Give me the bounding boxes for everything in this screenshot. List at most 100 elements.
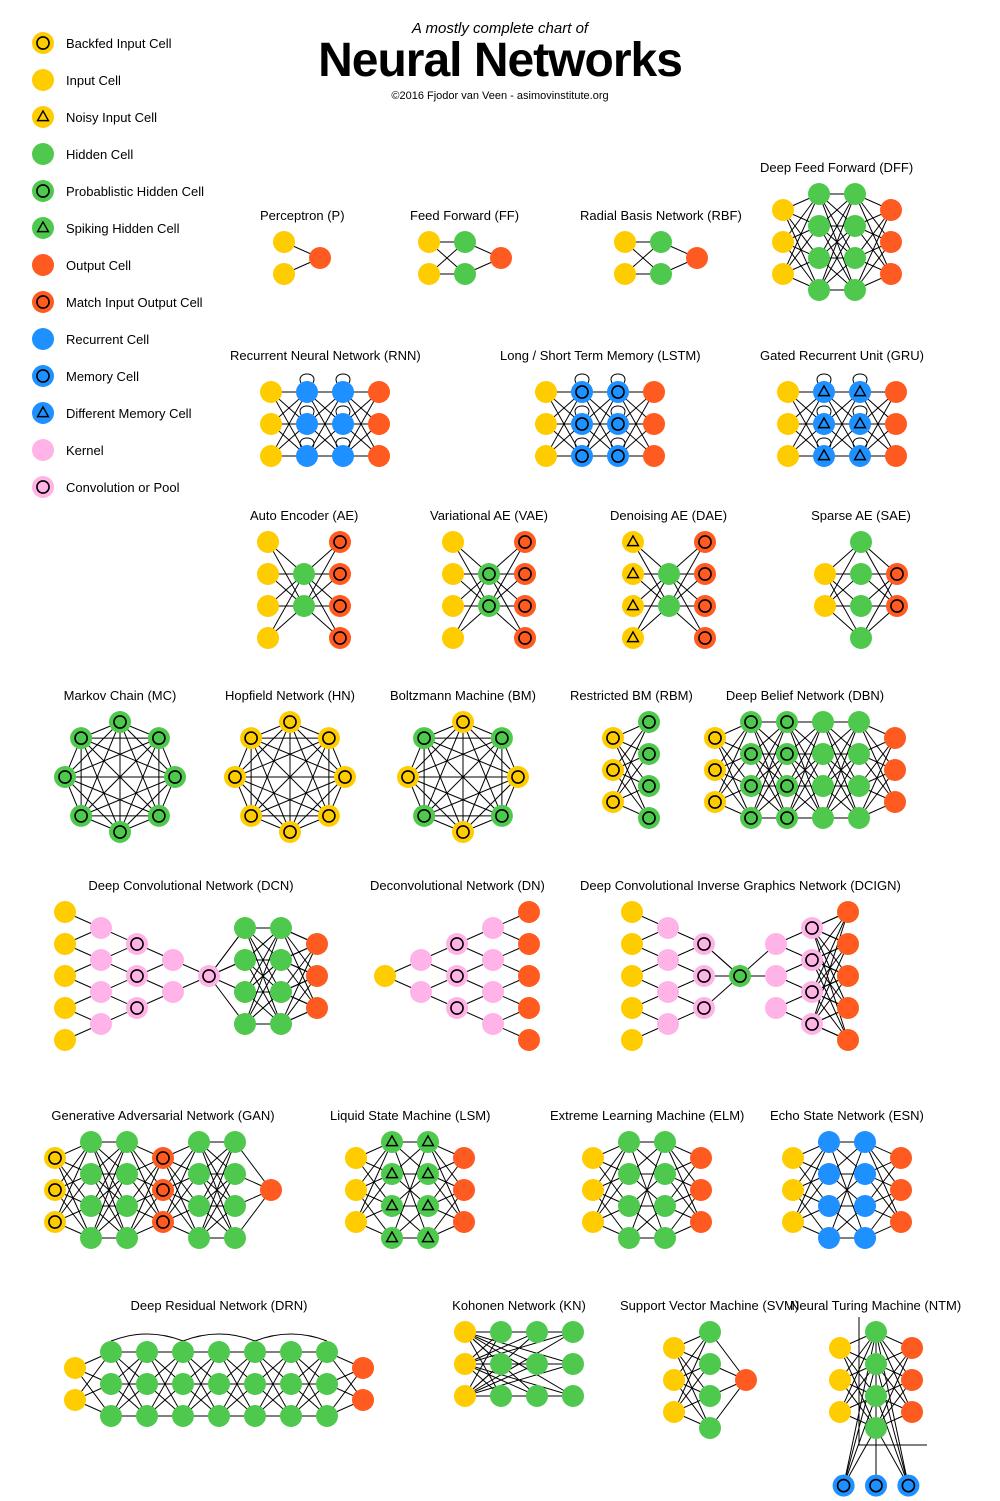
network-title: Long / Short Term Memory (LSTM) xyxy=(500,348,701,363)
network-diagram xyxy=(700,707,910,833)
memory_diff-icon xyxy=(30,400,56,426)
network-RBF: Radial Basis Network (RBF) xyxy=(580,208,742,289)
network-RBM: Restricted BM (RBM) xyxy=(570,688,693,833)
network-diagram xyxy=(341,1127,479,1253)
network-P: Perceptron (P) xyxy=(260,208,345,289)
network-FF: Feed Forward (FF) xyxy=(410,208,519,289)
network-title: Feed Forward (FF) xyxy=(410,208,519,223)
legend-item-memory: Memory Cell xyxy=(30,363,204,389)
network-diagram xyxy=(610,227,712,289)
network-DFF: Deep Feed Forward (DFF) xyxy=(760,160,913,305)
legend-label: Noisy Input Cell xyxy=(66,110,157,125)
network-DCN: Deep Convolutional Network (DCN) xyxy=(50,878,332,1055)
network-LSM: Liquid State Machine (LSM) xyxy=(330,1108,490,1253)
network-ESN: Echo State Network (ESN) xyxy=(770,1108,924,1253)
network-diagram xyxy=(617,897,863,1055)
network-title: Gated Recurrent Unit (GRU) xyxy=(760,348,924,363)
network-title: Radial Basis Network (RBF) xyxy=(580,208,742,223)
network-diagram xyxy=(438,527,540,653)
network-diagram xyxy=(393,707,533,847)
network-title: Variational AE (VAE) xyxy=(430,508,548,523)
network-diagram xyxy=(50,707,190,847)
network-diagram xyxy=(531,367,669,471)
network-title: Sparse AE (SAE) xyxy=(810,508,912,523)
network-GAN: Generative Adversarial Network (GAN) xyxy=(40,1108,286,1253)
network-DRN: Deep Residual Network (DRN) xyxy=(60,1298,378,1431)
network-DN: Deconvolutional Network (DN) xyxy=(370,878,545,1055)
legend-item-output: Output Cell xyxy=(30,252,204,278)
legend-item-kernel: Kernel xyxy=(30,437,204,463)
network-title: Hopfield Network (HN) xyxy=(220,688,360,703)
network-title: Extreme Learning Machine (ELM) xyxy=(550,1108,744,1123)
network-diagram xyxy=(450,1317,588,1411)
network-diagram xyxy=(825,1317,927,1501)
network-title: Auto Encoder (AE) xyxy=(250,508,358,523)
network-title: Echo State Network (ESN) xyxy=(770,1108,924,1123)
network-title: Deconvolutional Network (DN) xyxy=(370,878,545,893)
network-NTM: Neural Turing Machine (NTM) xyxy=(790,1298,961,1501)
network-DBN: Deep Belief Network (DBN) xyxy=(700,688,910,833)
network-LSTM: Long / Short Term Memory (LSTM) xyxy=(500,348,701,471)
network-title: Deep Feed Forward (DFF) xyxy=(760,160,913,175)
conv-icon xyxy=(30,474,56,500)
match_io-icon xyxy=(30,289,56,315)
hidden-icon xyxy=(30,141,56,167)
memory-icon xyxy=(30,363,56,389)
network-title: Deep Convolutional Network (DCN) xyxy=(50,878,332,893)
legend-item-hidden: Hidden Cell xyxy=(30,141,204,167)
network-title: Boltzmann Machine (BM) xyxy=(390,688,536,703)
network-diagram xyxy=(50,897,332,1055)
network-diagram xyxy=(773,367,911,471)
network-diagram xyxy=(810,527,912,653)
network-SAE: Sparse AE (SAE) xyxy=(810,508,912,653)
legend-item-recurrent: Recurrent Cell xyxy=(30,326,204,352)
input_noisy-icon xyxy=(30,104,56,130)
hidden_spike-icon xyxy=(30,215,56,241)
network-RNN: Recurrent Neural Network (RNN) xyxy=(230,348,421,471)
network-diagram xyxy=(598,707,664,833)
legend-item-conv: Convolution or Pool xyxy=(30,474,204,500)
network-diagram xyxy=(220,707,360,847)
legend-label: Match Input Output Cell xyxy=(66,295,203,310)
legend-label: Output Cell xyxy=(66,258,131,273)
network-AE: Auto Encoder (AE) xyxy=(250,508,358,653)
network-GRU: Gated Recurrent Unit (GRU) xyxy=(760,348,924,471)
legend-item-input: Input Cell xyxy=(30,67,204,93)
input-icon xyxy=(30,67,56,93)
network-diagram xyxy=(414,227,516,289)
network-KN: Kohonen Network (KN) xyxy=(450,1298,588,1411)
network-title: Neural Turing Machine (NTM) xyxy=(790,1298,961,1313)
network-diagram xyxy=(370,897,544,1055)
legend-item-hidden_spike: Spiking Hidden Cell xyxy=(30,215,204,241)
network-title: Liquid State Machine (LSM) xyxy=(330,1108,490,1123)
kernel-icon xyxy=(30,437,56,463)
network-diagram xyxy=(778,1127,916,1253)
network-diagram xyxy=(256,367,394,471)
network-title: Kohonen Network (KN) xyxy=(450,1298,588,1313)
legend-label: Kernel xyxy=(66,443,104,458)
network-diagram xyxy=(578,1127,716,1253)
network-title: Denoising AE (DAE) xyxy=(610,508,727,523)
legend-item-hidden_prob: Probablistic Hidden Cell xyxy=(30,178,204,204)
network-diagram xyxy=(768,179,906,305)
legend-item-input_noisy: Noisy Input Cell xyxy=(30,104,204,130)
network-diagram xyxy=(269,227,335,289)
legend-label: Different Memory Cell xyxy=(66,406,191,421)
network-title: Recurrent Neural Network (RNN) xyxy=(230,348,421,363)
network-title: Support Vector Machine (SVM) xyxy=(620,1298,799,1313)
input_backfed-icon xyxy=(30,30,56,56)
legend-label: Backfed Input Cell xyxy=(66,36,172,51)
network-diagram xyxy=(618,527,720,653)
legend-label: Spiking Hidden Cell xyxy=(66,221,179,236)
network-diagram xyxy=(253,527,355,653)
network-SVM: Support Vector Machine (SVM) xyxy=(620,1298,799,1443)
legend: Backfed Input Cell Input Cell Noisy Input … xyxy=(30,30,204,511)
legend-label: Recurrent Cell xyxy=(66,332,149,347)
network-diagram xyxy=(659,1317,761,1443)
legend-label: Convolution or Pool xyxy=(66,480,179,495)
network-title: Perceptron (P) xyxy=(260,208,345,223)
network-ELM: Extreme Learning Machine (ELM) xyxy=(550,1108,744,1253)
legend-item-memory_diff: Different Memory Cell xyxy=(30,400,204,426)
output-icon xyxy=(30,252,56,278)
network-title: Generative Adversarial Network (GAN) xyxy=(40,1108,286,1123)
